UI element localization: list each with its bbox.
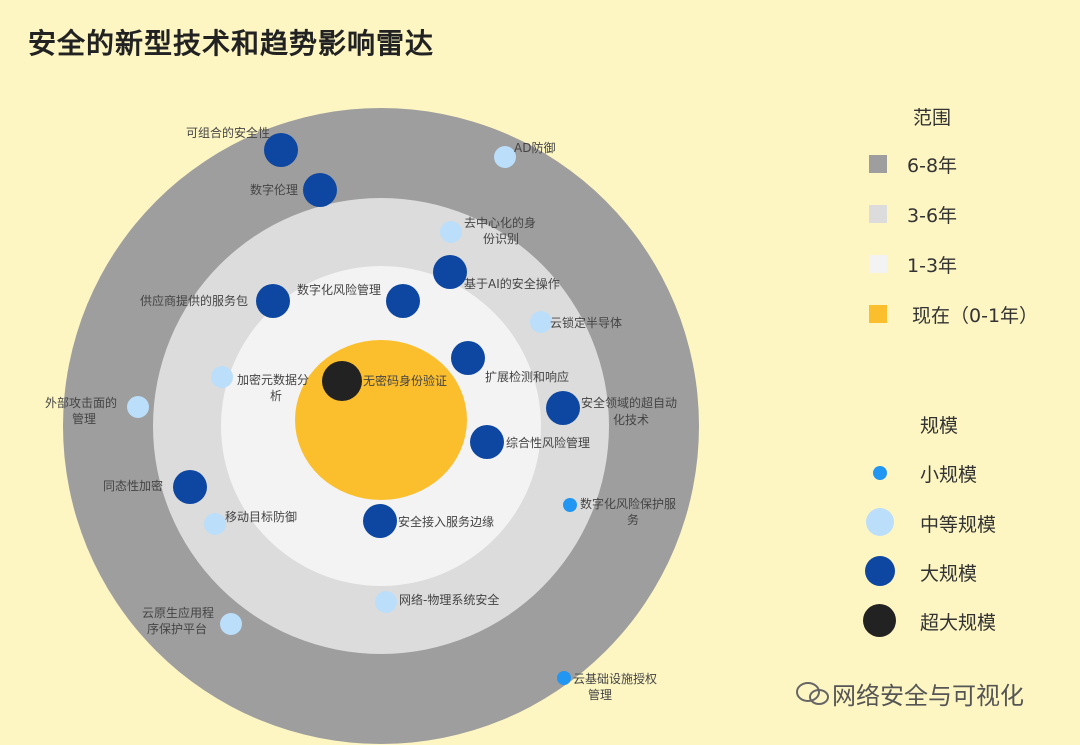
tech-label: 析: [270, 389, 282, 403]
tech-label: 基于AI的安全操作: [464, 276, 560, 291]
tech-label: 份识别: [483, 232, 519, 246]
tech-label: 数字化风险保护服: [580, 496, 676, 511]
tech-point: [433, 255, 467, 289]
tech-label: 化技术: [613, 413, 649, 427]
page-title: 安全的新型技术和趋势影响雷达: [28, 27, 435, 60]
legend-scale-title: 规模: [920, 415, 959, 437]
tech-point: [363, 504, 397, 538]
tech-point: [204, 513, 226, 535]
tech-point: [256, 284, 290, 318]
tech-point: [220, 613, 242, 635]
wechat-icon: [796, 682, 829, 705]
tech-point: [440, 221, 462, 243]
tech-label: 去中心化的身: [464, 215, 536, 230]
tech-label: 安全接入服务边缘: [398, 514, 494, 529]
tech-point: [530, 311, 552, 333]
tech-point: [322, 361, 362, 401]
tech-label: 管理: [72, 411, 96, 426]
tech-point: [546, 391, 580, 425]
legend-swatch-6-8: [869, 155, 887, 173]
legend-swatch-3-6: [869, 205, 887, 223]
tech-label: 务: [627, 512, 639, 527]
tech-label: 外部攻击面的: [45, 395, 117, 410]
tech-point: [303, 173, 337, 207]
tech-point: [211, 366, 233, 388]
tech-point: [173, 470, 207, 504]
tech-label: 网络-物理系统安全: [399, 592, 499, 607]
legend-scale-small: 小规模: [920, 464, 978, 486]
tech-label: 加密元数据分: [237, 372, 309, 387]
watermark-text: 网络安全与可视化: [832, 682, 1024, 710]
legend-range-1-3: 1-3年: [907, 255, 958, 277]
tech-label: 综合性风险管理: [506, 435, 590, 450]
legend-swatch-1-3: [869, 255, 887, 273]
tech-label: 无密码身份验证: [363, 373, 447, 388]
tech-point: [264, 133, 298, 167]
tech-label: 移动目标防御: [225, 509, 297, 524]
tech-point: [451, 341, 485, 375]
tech-label: 序保护平台: [147, 621, 207, 636]
tech-point: [470, 425, 504, 459]
legend-dot-large: [865, 556, 895, 586]
legend-swatch-now: [869, 305, 887, 323]
tech-label: 可组合的安全性: [186, 125, 270, 140]
tech-label: 同态性加密: [103, 478, 163, 493]
legend-scale-medium: 中等规模: [920, 514, 997, 536]
tech-label: 管理: [588, 687, 612, 702]
legend-dot-xlarge: [863, 604, 896, 637]
tech-label: 数字伦理: [250, 182, 298, 197]
legend-dot-medium: [866, 508, 894, 536]
tech-label: 云锁定半导体: [550, 315, 622, 330]
tech-label: 数字化风险管理: [297, 282, 381, 297]
tech-point: [557, 671, 571, 685]
legend-scale-xlarge: 超大规模: [920, 612, 997, 634]
tech-label: 供应商提供的服务包: [140, 293, 248, 308]
tech-label: 扩展检测和响应: [485, 369, 569, 384]
tech-label: 云基础设施授权: [573, 671, 657, 686]
tech-label: AD防御: [514, 140, 555, 155]
legend-range-title: 范围: [913, 107, 952, 129]
tech-point: [127, 396, 149, 418]
tech-point: [375, 591, 397, 613]
legend-dot-small: [873, 466, 887, 480]
tech-point: [563, 498, 577, 512]
tech-label: 云原生应用程: [142, 605, 214, 620]
legend-range-now: 现在（0-1年）: [912, 305, 1039, 327]
legend-range-3-6: 3-6年: [907, 205, 958, 227]
tech-point: [494, 146, 516, 168]
legend-range-6-8: 6-8年: [907, 155, 958, 177]
ring-now: [295, 340, 467, 500]
tech-point: [386, 284, 420, 318]
legend-scale-large: 大规模: [920, 563, 978, 585]
tech-label: 安全领域的超自动: [581, 395, 677, 410]
